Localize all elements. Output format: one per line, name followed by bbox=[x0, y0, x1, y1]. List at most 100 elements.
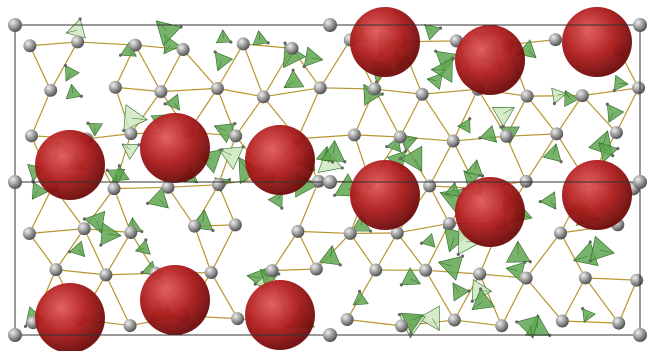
small-atom bbox=[24, 325, 27, 328]
small-atom bbox=[163, 102, 166, 105]
gray-atom bbox=[285, 42, 298, 55]
gray-atom bbox=[257, 90, 270, 103]
gray-atom bbox=[419, 264, 432, 277]
gray-atom bbox=[154, 85, 167, 98]
red-atom bbox=[455, 177, 525, 247]
small-atom bbox=[581, 307, 584, 310]
gray-atom bbox=[576, 89, 589, 102]
small-atom bbox=[228, 178, 231, 181]
red-atom bbox=[35, 130, 105, 200]
gray-atom bbox=[124, 319, 137, 332]
small-atom bbox=[292, 69, 295, 72]
small-atom bbox=[467, 289, 470, 292]
gray-atom bbox=[554, 226, 567, 239]
gray-atom bbox=[231, 312, 244, 325]
gray-atom bbox=[368, 82, 381, 95]
small-atom bbox=[119, 54, 122, 57]
gray-atom bbox=[344, 227, 357, 240]
gray-atom bbox=[23, 39, 36, 52]
small-atom bbox=[434, 50, 437, 53]
crystal-structure bbox=[0, 0, 650, 351]
gray-atom bbox=[129, 39, 142, 52]
small-atom bbox=[68, 250, 71, 253]
gray-atom bbox=[188, 220, 201, 233]
small-atom bbox=[254, 283, 257, 286]
small-atom bbox=[502, 125, 505, 128]
small-atom bbox=[385, 145, 388, 148]
red-atom bbox=[140, 113, 210, 183]
small-atom bbox=[381, 93, 384, 96]
small-atom bbox=[560, 160, 563, 163]
small-atom bbox=[267, 41, 270, 44]
gray-atom bbox=[310, 263, 323, 276]
small-atom bbox=[471, 300, 474, 303]
gray-atom bbox=[44, 84, 57, 97]
gray-atom bbox=[521, 90, 534, 103]
red-atom bbox=[350, 160, 420, 230]
gray-atom bbox=[473, 267, 486, 280]
small-atom bbox=[86, 122, 89, 125]
gray-atom bbox=[556, 314, 569, 327]
small-atom bbox=[303, 65, 306, 68]
red-atom bbox=[35, 283, 105, 351]
red-atom bbox=[562, 160, 632, 230]
small-atom bbox=[233, 122, 236, 125]
gray-atom bbox=[612, 317, 625, 330]
gray-atom bbox=[25, 129, 38, 142]
small-atom bbox=[333, 194, 336, 197]
small-atom bbox=[606, 103, 609, 106]
small-atom bbox=[214, 50, 217, 53]
gray-atom bbox=[579, 271, 592, 284]
small-atom bbox=[358, 290, 361, 293]
small-atom bbox=[280, 207, 283, 210]
small-atom bbox=[461, 255, 464, 258]
corner-atom bbox=[633, 18, 647, 32]
gray-atom bbox=[495, 319, 508, 332]
small-atom bbox=[83, 217, 86, 220]
gray-atom bbox=[394, 130, 407, 143]
gray-atom bbox=[520, 272, 533, 285]
small-atom bbox=[146, 202, 149, 205]
gray-atom bbox=[124, 226, 137, 239]
gray-atom bbox=[448, 314, 461, 327]
small-atom bbox=[144, 238, 147, 241]
small-atom bbox=[211, 229, 214, 232]
small-atom bbox=[283, 42, 286, 45]
small-atom bbox=[118, 164, 121, 167]
small-atom bbox=[457, 253, 460, 256]
gray-atom bbox=[314, 81, 327, 94]
small-atom bbox=[64, 64, 67, 67]
gray-atom bbox=[71, 35, 84, 48]
small-atom bbox=[409, 331, 412, 334]
small-atom bbox=[529, 260, 532, 263]
small-atom bbox=[179, 25, 182, 28]
gray-atom bbox=[550, 127, 563, 140]
corner-atom bbox=[633, 328, 647, 342]
gray-atom bbox=[500, 130, 513, 143]
gray-atom bbox=[348, 128, 361, 141]
small-atom bbox=[99, 244, 102, 247]
small-atom bbox=[613, 89, 616, 92]
gray-atom bbox=[423, 179, 436, 192]
gray-atom bbox=[177, 43, 190, 56]
small-atom bbox=[589, 240, 592, 243]
gray-atom bbox=[229, 129, 242, 142]
corner-atom bbox=[8, 18, 22, 32]
gray-atom bbox=[99, 268, 112, 281]
corner-atom bbox=[633, 175, 647, 189]
gray-atom bbox=[632, 81, 645, 94]
small-atom bbox=[553, 102, 556, 105]
gray-atom bbox=[124, 127, 137, 140]
small-atom bbox=[481, 174, 484, 177]
small-atom bbox=[420, 242, 423, 245]
small-atom bbox=[80, 95, 83, 98]
gray-atom bbox=[49, 263, 62, 276]
gray-atom bbox=[78, 222, 91, 235]
small-atom bbox=[523, 261, 526, 264]
corner-atom bbox=[323, 18, 337, 32]
gray-atom bbox=[395, 319, 408, 332]
small-atom bbox=[369, 229, 372, 232]
gray-atom bbox=[205, 266, 218, 279]
red-atom bbox=[350, 7, 420, 77]
gray-atom bbox=[447, 135, 460, 148]
